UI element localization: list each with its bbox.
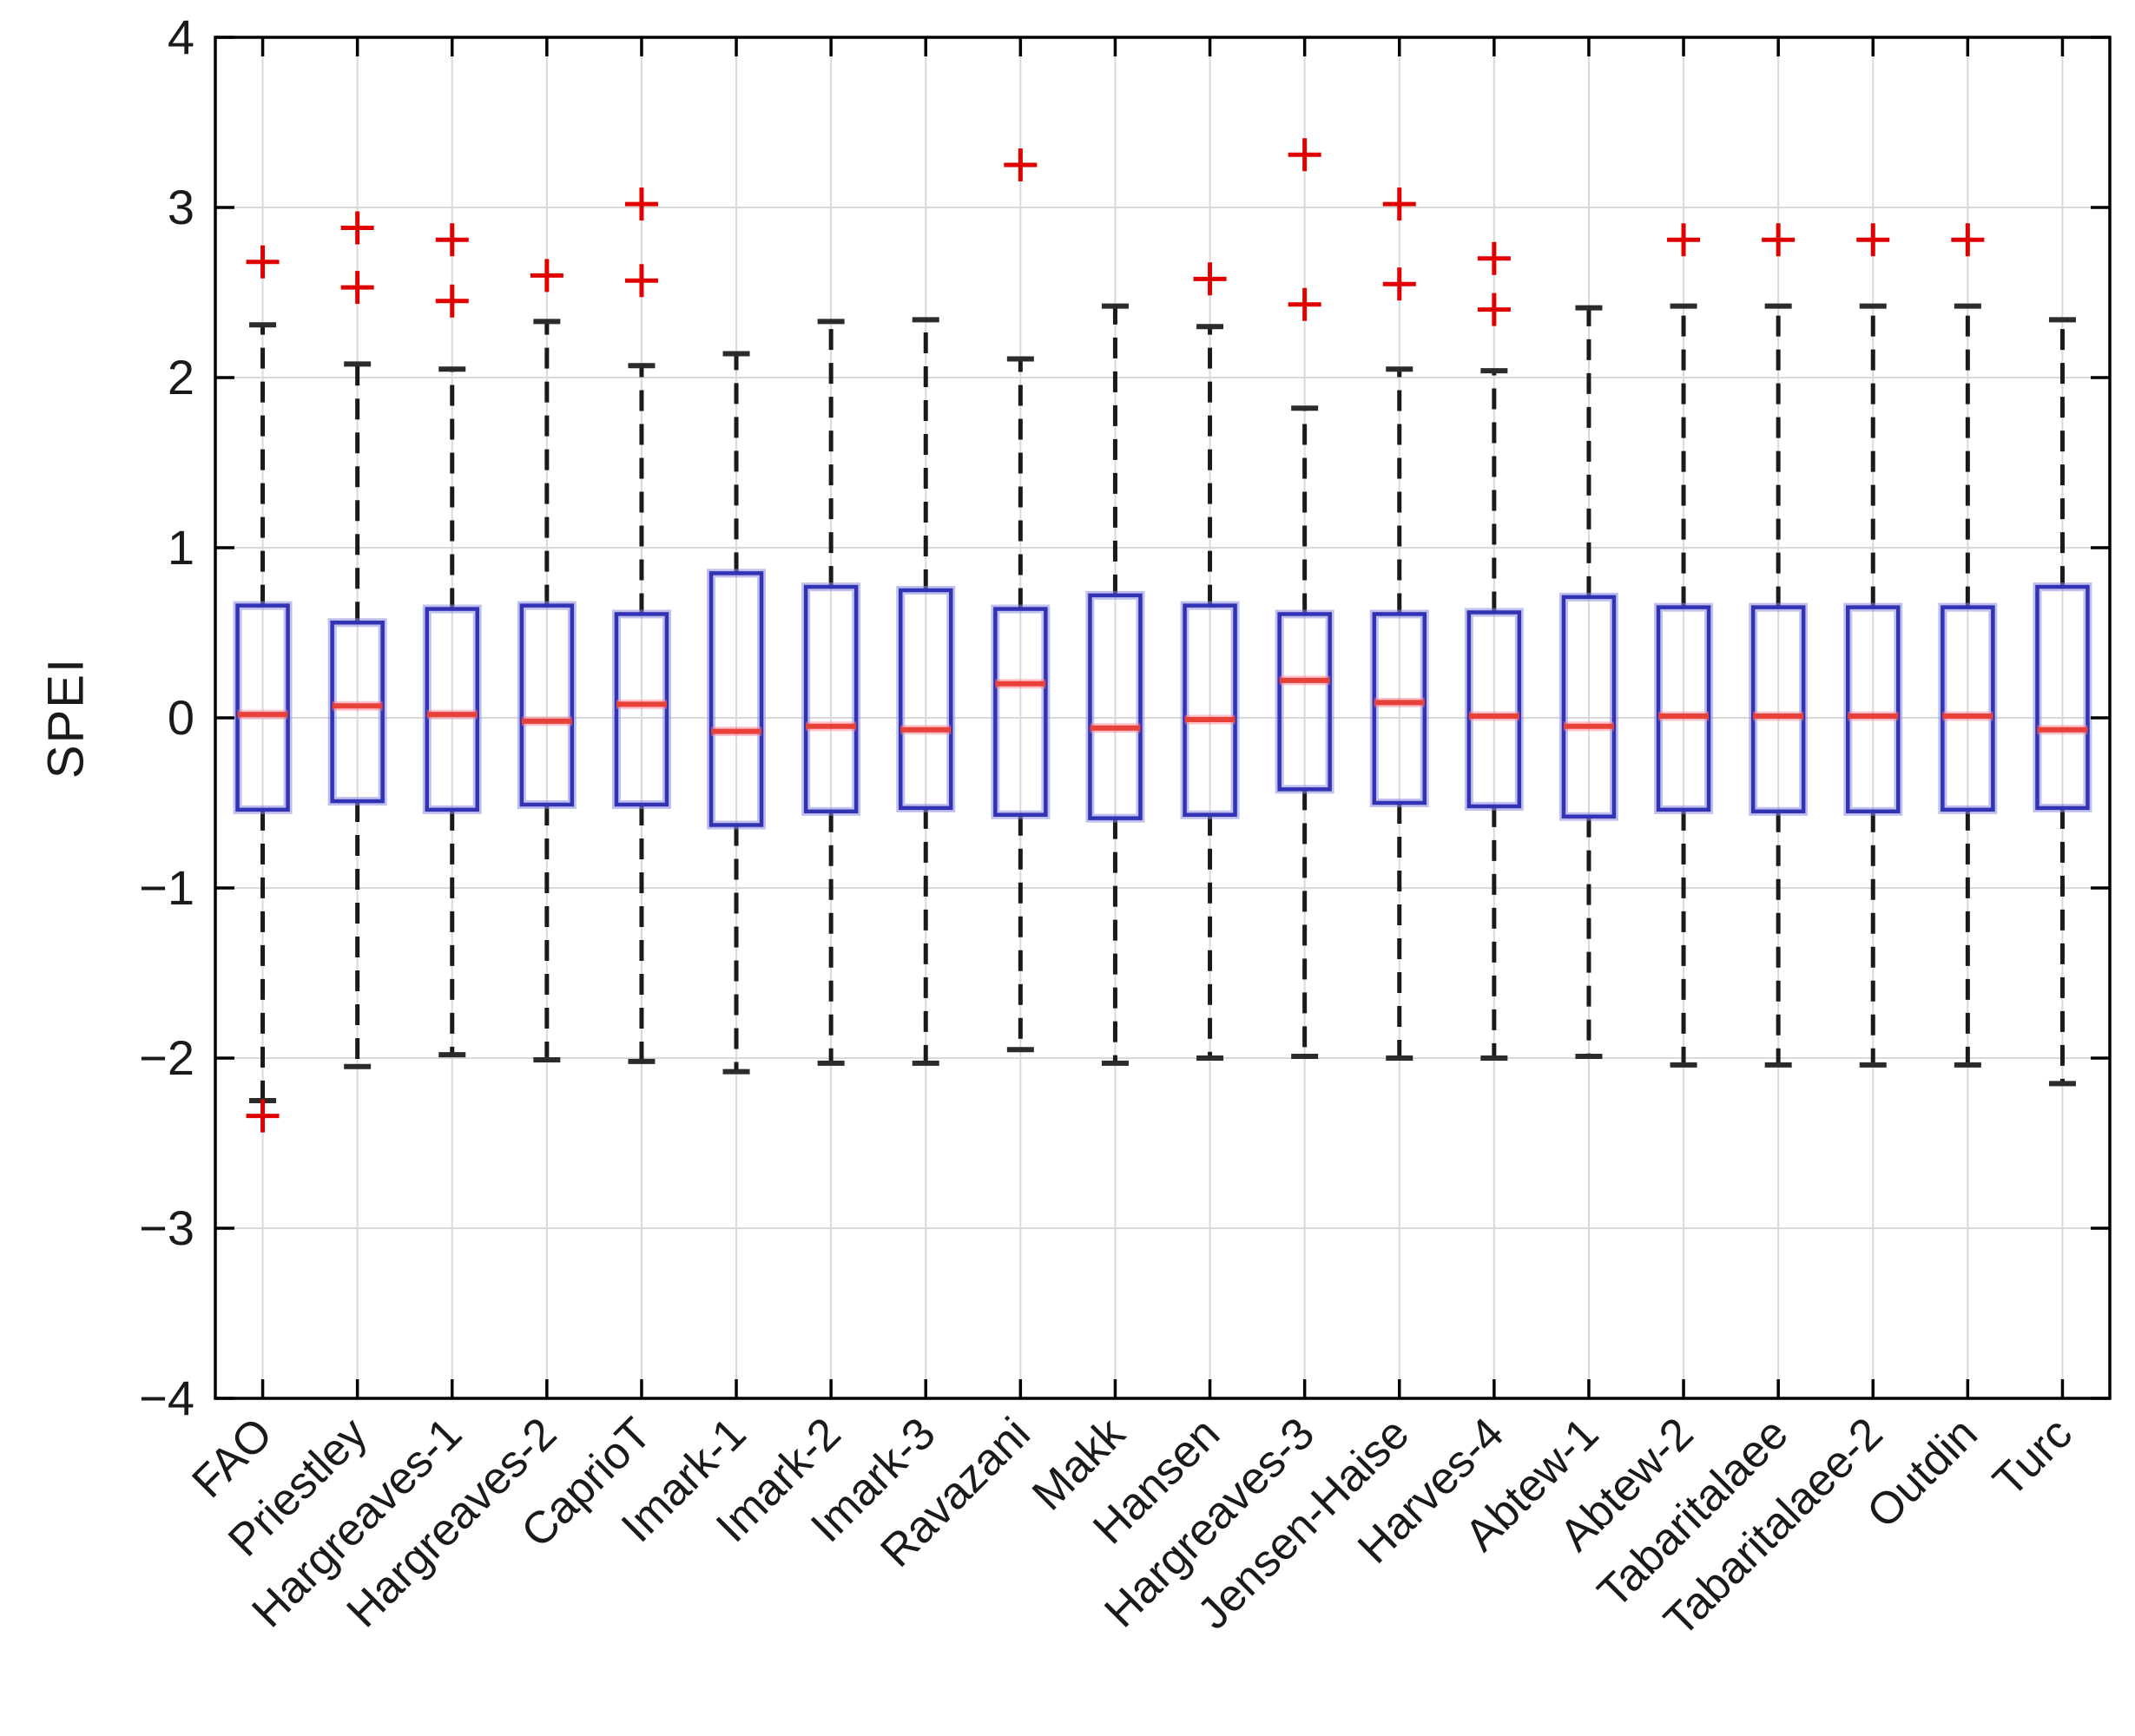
iqr-box bbox=[2035, 584, 2090, 811]
y-tick-label: −4 bbox=[139, 1371, 194, 1425]
y-tick-label: −2 bbox=[139, 1030, 194, 1085]
iqr-box bbox=[425, 607, 479, 812]
iqr-box bbox=[1277, 612, 1332, 792]
iqr-box bbox=[1750, 605, 1806, 814]
iqr-box bbox=[803, 584, 859, 814]
iqr-box bbox=[1561, 595, 1617, 819]
iqr-box bbox=[1941, 605, 1995, 812]
iqr-box bbox=[519, 603, 575, 807]
iqr-box bbox=[330, 620, 385, 804]
iqr-box bbox=[899, 588, 953, 811]
y-tick-label: −3 bbox=[139, 1200, 194, 1255]
iqr-box bbox=[1656, 605, 1711, 812]
y-tick-label: 3 bbox=[168, 180, 194, 234]
iqr-box bbox=[614, 612, 669, 807]
iqr-box bbox=[708, 571, 764, 827]
y-axis-label: SPEI bbox=[37, 656, 95, 779]
y-tick-label: 2 bbox=[168, 350, 194, 404]
iqr-box bbox=[1088, 593, 1143, 820]
iqr-box bbox=[1372, 612, 1427, 806]
iqr-box bbox=[993, 607, 1048, 817]
y-tick-label: 0 bbox=[168, 690, 194, 745]
iqr-box bbox=[1183, 603, 1237, 817]
y-tick-label: 1 bbox=[168, 520, 194, 575]
y-tick-label: −1 bbox=[139, 860, 194, 915]
iqr-box bbox=[235, 603, 290, 812]
iqr-box bbox=[1846, 605, 1901, 814]
y-tick-label: 4 bbox=[168, 10, 194, 64]
iqr-box bbox=[1466, 610, 1522, 809]
